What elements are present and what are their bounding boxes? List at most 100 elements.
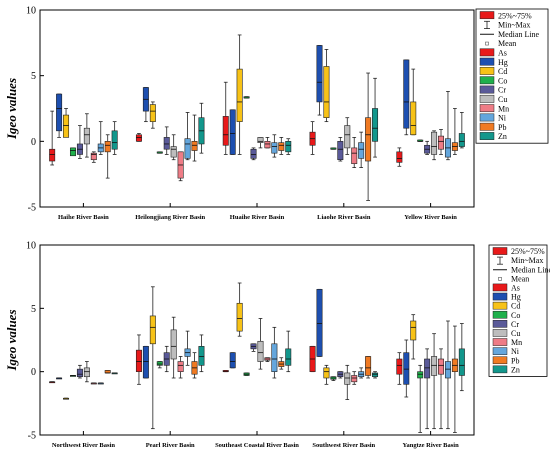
box-As (396, 151, 403, 163)
legend-swatch-Zn (479, 132, 495, 140)
legend-mean-swatch (485, 41, 489, 46)
legend-entry: 25%~75% (498, 11, 532, 20)
box-Pb (278, 142, 285, 151)
box-Mn (438, 358, 445, 375)
y-tick-label: 10 (26, 241, 36, 252)
box-Co (156, 361, 163, 366)
legend-label-As: As (511, 284, 520, 293)
box-Ni (444, 361, 451, 379)
box-Pb (104, 141, 111, 153)
box-Cd (323, 66, 330, 118)
basin-label: Southeast Coastal River Basin (215, 442, 299, 449)
basin-label: Haihe River Basin (58, 214, 109, 221)
legend-swatch-Zn (492, 365, 508, 374)
legend-label-Mn: Mn (498, 104, 509, 113)
box-Ni (271, 142, 278, 154)
box-Hg (56, 93, 63, 132)
y-tick-label: 10 (26, 6, 36, 17)
box-Cr (250, 148, 257, 159)
box-Cr (76, 368, 83, 378)
legend-label-Mn: Mn (511, 338, 522, 347)
basin-label: Northwest River Basin (52, 442, 115, 449)
legend-label-Zn: Zn (498, 132, 507, 141)
box-Cu (344, 125, 351, 149)
box-Cu (170, 146, 177, 158)
box-Cr (337, 141, 344, 161)
legend-swatch-Cu (492, 329, 508, 337)
legend-swatch-As (479, 48, 495, 57)
box-Hg (316, 45, 323, 103)
box-Cu (83, 367, 90, 378)
legend-label-Cd: Cd (498, 67, 507, 76)
legend-label-Hg: Hg (498, 58, 508, 67)
legend-entry: 25%~75% (511, 247, 545, 256)
box-Cd (323, 367, 330, 379)
legend-swatch-Hg (492, 292, 508, 301)
box-Cd (236, 68, 243, 122)
box-Zn (198, 346, 205, 366)
legend-swatch-Ni (479, 113, 495, 122)
box-Mn (90, 152, 97, 161)
basin-label: Heilongjiang River Basin (135, 214, 205, 221)
legend-swatch-Cr (479, 85, 495, 94)
basin-label: Southwest River Basin (312, 442, 375, 449)
legend-box-swatch (479, 11, 495, 20)
legend-swatch-Co (492, 310, 508, 319)
legend-swatch-Cd (479, 67, 495, 75)
legend-swatch-Cr (492, 320, 508, 328)
box-Mn (264, 141, 271, 149)
box-Zn (458, 133, 465, 147)
basin-label: Yangtze River Basin (402, 442, 459, 449)
box-As (135, 134, 142, 142)
box-Hg (316, 289, 323, 357)
box-Pb (365, 356, 372, 376)
box-Cr (163, 137, 170, 150)
legend-swatch-Hg (479, 57, 495, 66)
legend-label-Cu: Cu (498, 95, 507, 104)
legend-swatch-Co (479, 76, 495, 85)
box-Mn (351, 375, 358, 383)
chart-2: -5 0 5 10 Igeo values Northwest River Basin Pe… (4, 241, 550, 450)
legend-entry: Mean (498, 39, 516, 48)
box-Mn (351, 147, 358, 164)
box-Cu (83, 127, 90, 145)
box-Cr (424, 358, 431, 379)
legend-entry: Median Line (498, 30, 540, 39)
box-Ni (358, 142, 365, 159)
box-Zn (111, 130, 118, 150)
box-As (49, 148, 56, 162)
box-Hg (229, 352, 236, 369)
legend-swatch-Pb (479, 122, 495, 131)
box-As (396, 358, 403, 375)
legend-box-swatch (492, 247, 508, 255)
box-Cu (431, 131, 438, 155)
y-axis-label: Igeo values (4, 78, 19, 140)
box-Mn (438, 135, 445, 150)
legend-swatch-Cu (479, 94, 495, 103)
y-tick-label: 5 (31, 71, 36, 82)
box-Zn (285, 348, 292, 366)
box-Hg (142, 346, 149, 379)
legend-entry: Min~Max (511, 256, 543, 265)
y-tick-label: -5 (28, 431, 36, 442)
box-Ni (271, 343, 278, 372)
box-Mn (177, 361, 184, 372)
legend-label-As: As (498, 49, 507, 58)
basin-label: Pearl River Basin (146, 442, 195, 449)
box-Cd (149, 315, 156, 345)
box-As (222, 116, 229, 146)
chart-1: -5 0 5 10 Igeo values Haihe River Basin Heilon… (4, 6, 549, 221)
box-Ni (184, 138, 191, 159)
legend-label-Zn: Zn (511, 365, 520, 374)
box-Co (417, 371, 424, 379)
legend-swatch-As (492, 283, 508, 292)
box-Zn (372, 372, 379, 378)
legend-label-Cu: Cu (511, 329, 520, 338)
box-Cu (257, 340, 264, 362)
legend-label-Co: Co (511, 311, 520, 320)
legend-label-Ni: Ni (511, 347, 520, 356)
box-As (135, 349, 142, 372)
box-Hg (403, 352, 410, 385)
legend-label-Ni: Ni (498, 114, 507, 123)
